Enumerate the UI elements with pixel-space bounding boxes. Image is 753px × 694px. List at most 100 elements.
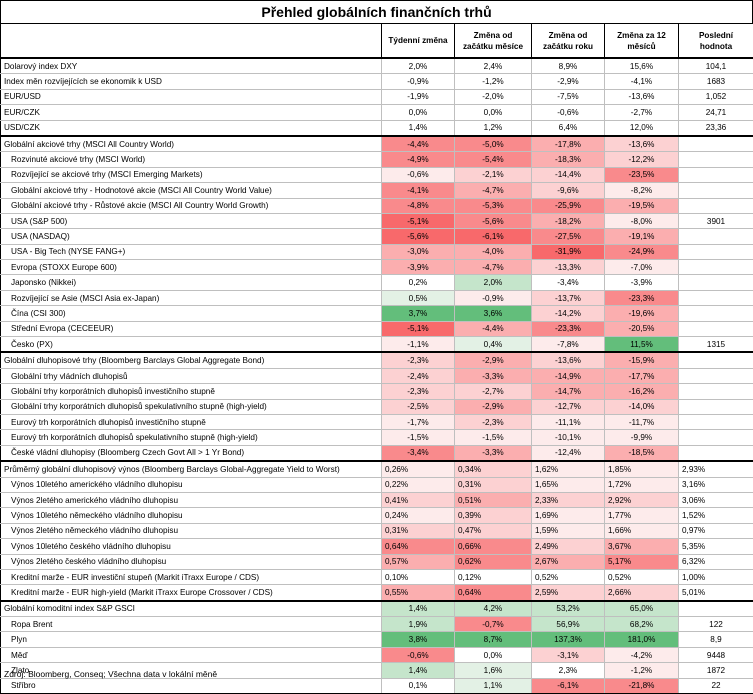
cell-value: -2,3% [382,352,455,368]
cell-value: 2,92% [605,492,679,507]
cell-value: -2,1% [455,167,532,182]
table-row: Evropa (STOXX Europe 600)-3,9%-4,7%-13,3… [1,260,753,275]
row-label: Eurový trh korporátních dluhopisů invest… [1,414,382,429]
cell-value: 3,6% [455,306,532,321]
header-12m: Změna za 12 měsíců [605,24,679,59]
row-label: Globální komoditní index S&P GSCI [1,601,382,617]
row-label: Výnos 10letého amerického vládního dluho… [1,477,382,492]
cell-value: 56,9% [532,617,605,632]
cell-value: 5,17% [605,554,679,569]
header-row: Týdenní změna Změna od začátku měsíce Zm… [1,24,753,59]
cell-value: 6,4% [532,120,605,136]
cell-value: -10,1% [532,430,605,445]
cell-value: 0,55% [382,585,455,601]
cell-value [679,152,753,167]
header-weekly: Týdenní změna [382,24,455,59]
row-label: EUR/USD [1,89,382,104]
cell-value: -4,0% [455,244,532,259]
row-label: Ropa Brent [1,617,382,632]
cell-value: -3,4% [532,275,605,290]
cell-value: -4,4% [455,321,532,336]
cell-value: 1,2% [455,120,532,136]
cell-value: 1,65% [532,477,605,492]
cell-value: -1,5% [455,430,532,445]
cell-value: -3,1% [532,647,605,662]
cell-value: 0,34% [455,461,532,477]
cell-value: 2,33% [532,492,605,507]
cell-value: 2,0% [382,58,455,74]
cell-value: 8,9 [679,632,753,647]
table-row: Globální trhy vládních dluhopisů-2,4%-3,… [1,368,753,383]
cell-value: -3,9% [382,260,455,275]
cell-value: -0,6% [532,105,605,120]
cell-value [679,430,753,445]
cell-value: -18,3% [532,152,605,167]
table-row: USA (S&P 500)-5,1%-5,6%-18,2%-8,0%3901 [1,213,753,228]
cell-value: 0,22% [382,477,455,492]
cell-value: -4,2% [605,647,679,662]
cell-value: 2,0% [455,275,532,290]
cell-value: 2,49% [532,539,605,554]
cell-value: -1,9% [382,89,455,104]
cell-value: -13,6% [605,89,679,104]
table-row: Česko (PX)-1,1%0,4%-7,8%11,5%1315 [1,337,753,353]
cell-value: 1872 [679,663,753,678]
cell-value: 1,6% [455,663,532,678]
cell-value: -2,3% [382,384,455,399]
table-row: Globální trhy korporátních dluhopisů inv… [1,384,753,399]
cell-value: 0,0% [455,647,532,662]
row-label: USA (NASDAQ) [1,229,382,244]
cell-value: 0,12% [455,569,532,584]
cell-value: -13,6% [532,352,605,368]
cell-value: -4,9% [382,152,455,167]
cell-value: 181,0% [605,632,679,647]
cell-value: 2,59% [532,585,605,601]
cell-value: -1,2% [605,663,679,678]
row-label: Rozvinuté akciové trhy (MSCI World) [1,152,382,167]
cell-value: 0,47% [455,523,532,538]
table-row: Rozvíjející se akciové trhy (MSCI Emergi… [1,167,753,182]
cell-value: 1,4% [382,120,455,136]
cell-value: 0,64% [455,585,532,601]
row-label: Kreditní marže - EUR investiční stupeň (… [1,569,382,584]
row-label: České vládní dluhopisy (Bloomberg Czech … [1,445,382,461]
cell-value: 1,9% [382,617,455,632]
row-label: Rozvíjející se Asie (MSCI Asia ex-Japan) [1,290,382,305]
cell-value: 0,24% [382,508,455,523]
cell-value: -14,9% [532,368,605,383]
cell-value: 0,5% [382,290,455,305]
row-label: Měď [1,647,382,662]
cell-value: 12,0% [605,120,679,136]
cell-value: 0,62% [455,554,532,569]
cell-value: 0,31% [382,523,455,538]
table-row: Index měn rozvíjejících se ekonomik k US… [1,74,753,89]
cell-value: 11,5% [605,337,679,353]
row-label: Česko (PX) [1,337,382,353]
cell-value: -2,9% [532,74,605,89]
header-ytd: Změna od začátku roku [532,24,605,59]
cell-value: 0,26% [382,461,455,477]
cell-value: -12,4% [532,445,605,461]
table-row: Výnos 2letého německého vládního dluhopi… [1,523,753,538]
cell-value: 1,00% [679,569,753,584]
cell-value: -0,9% [382,74,455,89]
cell-value: -9,6% [532,183,605,198]
cell-value: -20,5% [605,321,679,336]
row-label: Čína (CSI 300) [1,306,382,321]
table-row: Eurový trh korporátních dluhopisů invest… [1,414,753,429]
cell-value: 1,1% [455,678,532,693]
cell-value: 1683 [679,74,753,89]
cell-value [679,445,753,461]
cell-value: -2,9% [455,399,532,414]
row-label: Globální dluhopisové trhy (Bloomberg Bar… [1,352,382,368]
cell-value: -7,5% [532,89,605,104]
cell-value: -2,9% [455,352,532,368]
table-row: Rozvinuté akciové trhy (MSCI World)-4,9%… [1,152,753,167]
cell-value: -14,7% [532,384,605,399]
cell-value: -21,8% [605,678,679,693]
cell-value: 8,7% [455,632,532,647]
cell-value: 3,06% [679,492,753,507]
header-label [1,24,382,59]
cell-value: -0,6% [382,647,455,662]
